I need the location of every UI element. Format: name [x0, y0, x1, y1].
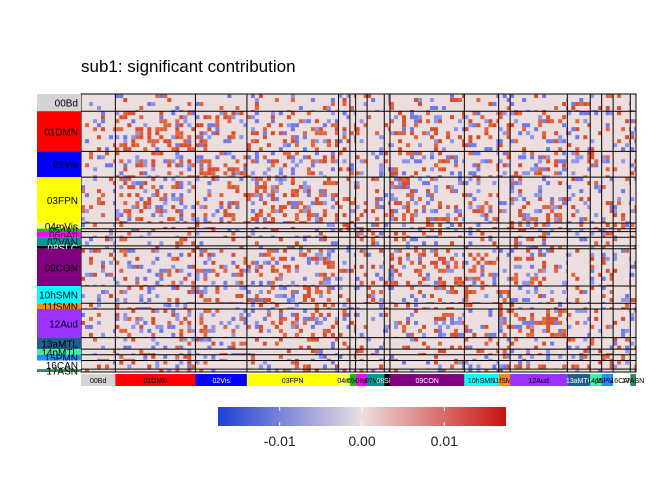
col-label: 17ASN	[622, 378, 644, 385]
row-band-11fSMN	[37, 303, 81, 309]
row-band-08SLC	[37, 245, 81, 249]
row-label: 17ASN	[46, 367, 78, 378]
col-band-16CAN	[613, 374, 631, 386]
row-band-04mVis	[37, 222, 81, 229]
color-scale-label: 0.00	[348, 433, 375, 449]
col-label: 07VAN	[365, 378, 387, 385]
row-label: 14pMTL	[41, 348, 78, 359]
col-label: 16CAN	[610, 378, 633, 385]
col-label: 05d	[347, 378, 359, 385]
col-label: 14pM	[587, 378, 605, 385]
color-scale-bar	[218, 407, 506, 426]
row-band-15PMN	[37, 354, 81, 361]
row-label: 04mVis	[45, 222, 78, 233]
row-label: 06pAtt	[49, 230, 78, 241]
color-scale-label: 0.01	[431, 433, 458, 449]
col-band-06pAtt	[355, 374, 368, 386]
row-label: 16CAN	[46, 361, 78, 372]
row-label: 02Vis	[53, 160, 78, 171]
col-band-04mVis	[338, 374, 350, 386]
col-band-15PMN	[601, 374, 614, 386]
heatmap-cells	[81, 94, 636, 372]
row-band-05dAtt	[37, 228, 81, 232]
row-label: 03FPN	[47, 196, 78, 207]
row-band-13aMTL	[37, 337, 81, 350]
col-band-02Vis	[195, 374, 247, 386]
row-band-14pMTL	[37, 349, 81, 355]
col-label: 02Vis	[212, 378, 230, 385]
row-band-06pAtt	[37, 231, 81, 238]
row-band-17ASN	[37, 369, 81, 372]
col-label: 12Aud	[529, 378, 549, 385]
col-label: 13aMTL	[566, 378, 592, 385]
row-label: 15PMN	[45, 354, 78, 365]
col-label: 00Bd	[90, 378, 106, 385]
col-label: 10hSMN	[468, 378, 495, 385]
row-band-00Bd	[37, 94, 81, 112]
row-band-03FPN	[37, 177, 81, 223]
row-band-07VAN	[37, 237, 81, 246]
col-label: 09CON	[415, 378, 438, 385]
row-band-12Aud	[37, 308, 81, 338]
row-band-10hSMN	[37, 286, 81, 304]
col-band-11fSMN	[498, 374, 511, 386]
col-band-05dAtt	[349, 374, 356, 386]
row-label: 12Aud	[49, 319, 78, 330]
row-band-16CAN	[37, 360, 81, 370]
col-band-01DMN	[115, 374, 196, 386]
col-band-00Bd	[81, 374, 116, 386]
col-label: 01DMN	[144, 378, 168, 385]
row-label: 07VAN	[47, 238, 78, 249]
row-band-01DMN	[37, 111, 81, 152]
col-band-03FPN	[246, 374, 339, 386]
chart-title: sub1: significant contribution	[81, 57, 296, 76]
row-label: 01DMN	[44, 127, 78, 138]
col-label: 04m	[337, 378, 351, 385]
col-band-07VAN	[367, 374, 385, 386]
col-label: 06p	[356, 378, 368, 385]
col-label: 03FPN	[282, 378, 304, 385]
col-band-12Aud	[510, 374, 568, 386]
row-label: 00Bd	[55, 99, 78, 110]
color-scale-label: -0.01	[264, 433, 296, 449]
col-band-13aMTL	[567, 374, 591, 386]
col-band-14pMTL	[590, 374, 602, 386]
row-label: 09CON	[45, 263, 78, 274]
col-label: 11fSMN	[492, 378, 517, 385]
row-label: 10hSMN	[39, 291, 78, 302]
col-band-10hSMN	[464, 374, 499, 386]
network-boundaries	[80, 93, 637, 373]
row-band-02Vis	[37, 151, 81, 178]
col-label: 08SLC	[376, 378, 397, 385]
col-band-09CON	[389, 374, 465, 386]
col-band-08SLC	[384, 374, 390, 386]
col-band-17ASN	[630, 374, 636, 386]
row-label: 11fSMN	[43, 302, 78, 313]
row-label: 13aMTL	[41, 339, 78, 350]
row-band-09CON	[37, 248, 81, 287]
col-label: 15PMN	[596, 378, 619, 385]
